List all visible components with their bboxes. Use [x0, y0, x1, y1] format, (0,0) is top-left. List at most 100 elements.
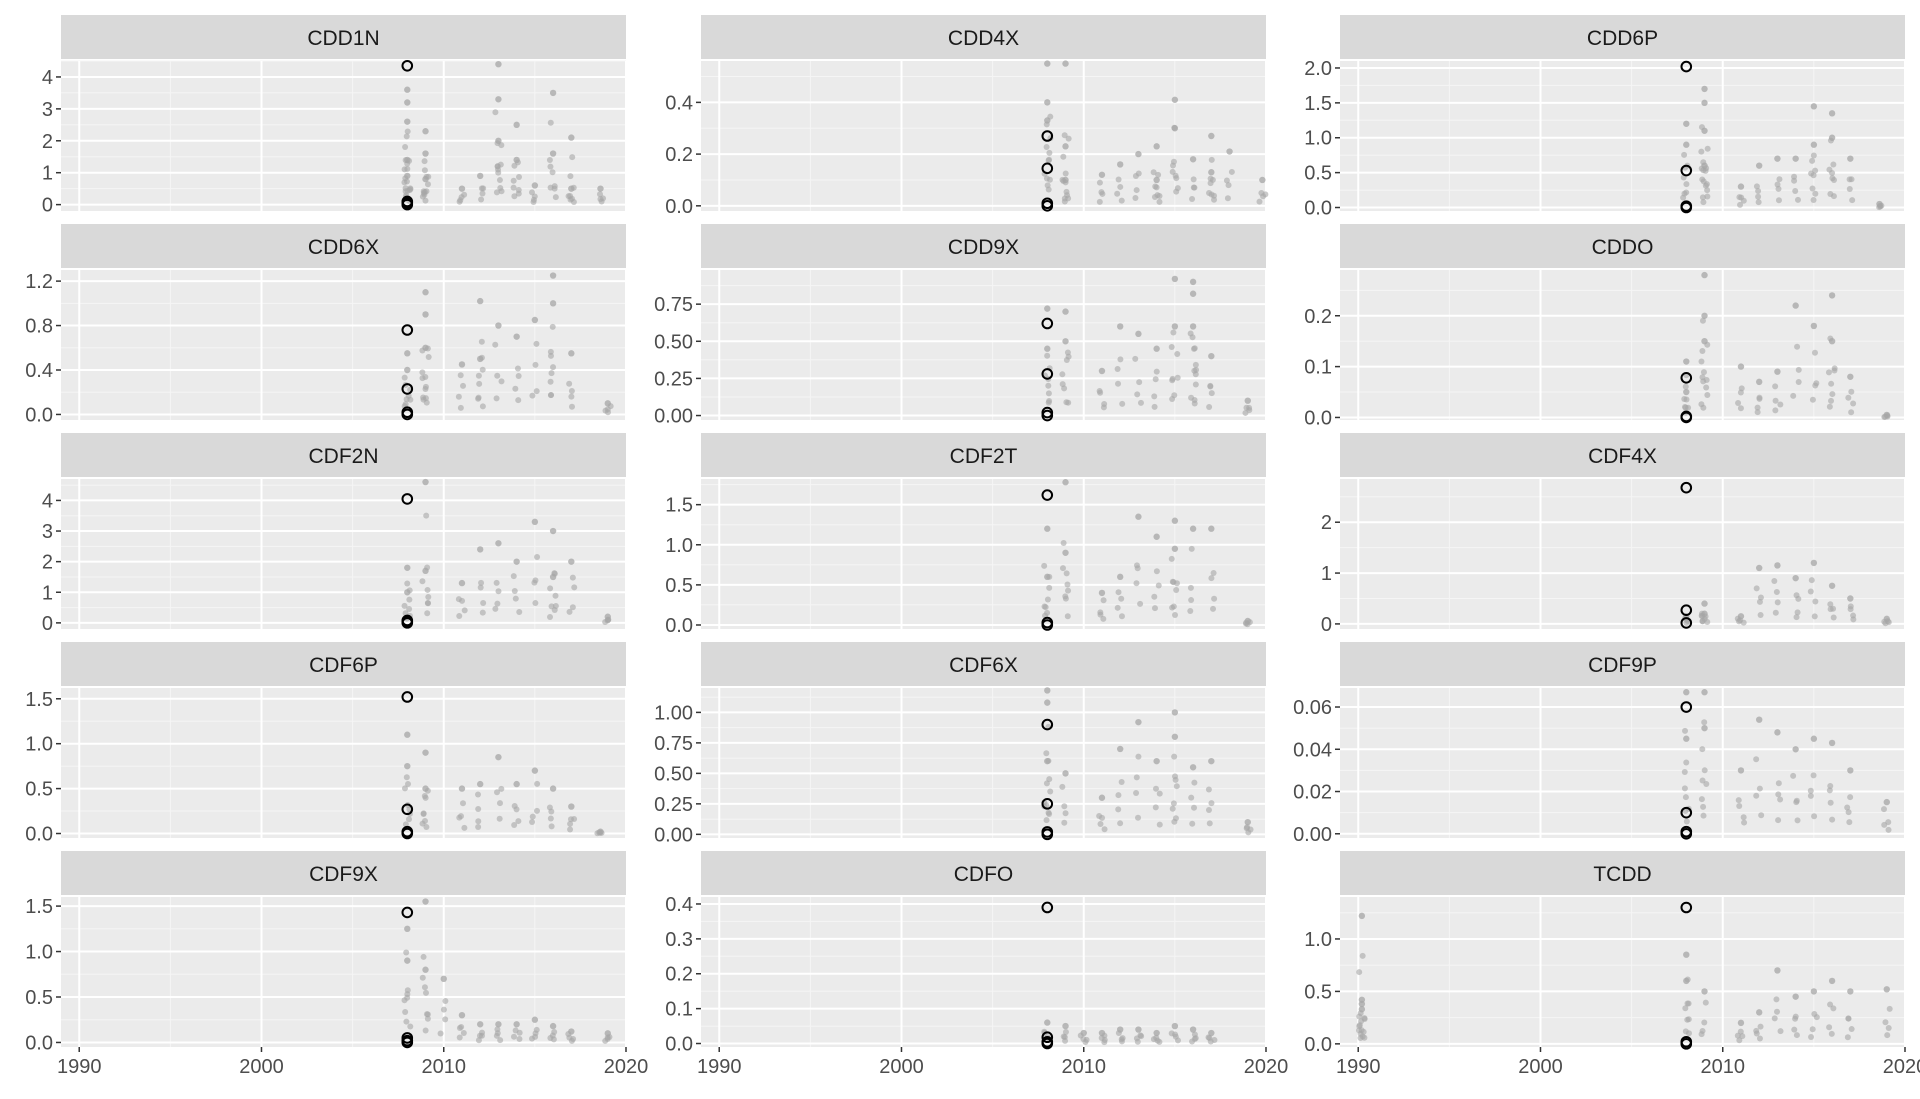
x-tick-label: 1990: [57, 1056, 102, 1078]
data-point: [479, 366, 486, 373]
data-point: [569, 574, 576, 581]
data-point: [1152, 785, 1159, 792]
data-point: [550, 364, 557, 371]
data-point: [1734, 1032, 1741, 1039]
data-point: [1170, 603, 1177, 610]
y-tick-label: 0.0: [1304, 407, 1332, 429]
data-point: [404, 780, 411, 787]
data-point: [1685, 1030, 1692, 1037]
data-point: [1741, 819, 1748, 826]
data-point: [494, 372, 501, 379]
data-point: [1192, 361, 1199, 368]
data-point: [1807, 792, 1814, 799]
data-point: [458, 1023, 465, 1030]
data-point: [510, 573, 517, 580]
data-point: [1189, 195, 1196, 202]
data-point: [424, 600, 431, 607]
data-point: [1773, 589, 1780, 596]
data-point: [478, 1032, 485, 1039]
data-point: [421, 167, 428, 174]
data-point: [1792, 187, 1799, 194]
y-tick-label: 0.4: [665, 92, 693, 114]
data-point: [422, 150, 429, 157]
data-point: [1828, 292, 1836, 299]
y-tick-label: 1.2: [25, 271, 53, 293]
data-point: [547, 613, 554, 620]
data-point: [1755, 193, 1762, 200]
data-point: [1115, 806, 1122, 813]
data-point: [1187, 608, 1194, 615]
data-point: [407, 1023, 414, 1030]
data-point: [1846, 819, 1853, 826]
data-point: [1704, 145, 1711, 152]
data-point: [1701, 1019, 1708, 1026]
data-point: [492, 605, 499, 612]
y-tick-label: 1.0: [25, 734, 53, 756]
data-point: [425, 593, 432, 600]
data-point: [547, 378, 554, 385]
data-point: [1755, 162, 1763, 169]
data-point: [476, 297, 484, 305]
data-point: [493, 579, 500, 586]
data-point: [568, 185, 575, 192]
data-point: [1043, 817, 1050, 824]
data-point: [458, 1011, 466, 1019]
y-tick-label: 0.25: [654, 794, 693, 816]
data-point: [1847, 767, 1854, 774]
y-tick-label: 1.00: [654, 702, 693, 724]
y-tick-label: 4: [42, 490, 53, 512]
data-point: [497, 185, 504, 192]
y-tick-label: 0.0: [25, 1032, 53, 1054]
data-point: [1208, 1029, 1215, 1037]
data-point: [1170, 800, 1177, 807]
data-point: [1208, 757, 1215, 765]
data-point: [1098, 589, 1106, 597]
data-point: [1792, 302, 1799, 309]
data-point: [1828, 1030, 1835, 1037]
data-point: [1189, 334, 1196, 341]
data-point: [552, 592, 559, 599]
data-point: [1170, 329, 1177, 336]
data-point: [1097, 611, 1104, 618]
data-point: [1699, 777, 1706, 784]
plot-area: [1340, 688, 1905, 838]
data-point: [1132, 355, 1139, 362]
data-point: [549, 300, 557, 307]
data-point: [1206, 404, 1213, 411]
data-point: [1208, 156, 1215, 163]
data-point: [1702, 182, 1709, 189]
data-point: [1753, 585, 1760, 592]
y-tick-label: 1.5: [25, 689, 53, 711]
data-point: [420, 953, 427, 960]
data-point: [1881, 821, 1888, 828]
data-point: [530, 198, 537, 205]
data-point: [1700, 199, 1707, 206]
highlighted-point: [1680, 201, 1693, 214]
data-point: [1791, 177, 1798, 184]
panel-cdf2t: CDF2T 0.0 0.5 1.0 1.5: [665, 433, 1267, 637]
data-point: [422, 374, 429, 381]
data-point: [442, 998, 449, 1005]
data-point: [1061, 803, 1068, 810]
data-point: [1096, 198, 1103, 205]
data-point: [568, 403, 575, 410]
panel-tcdd: TCDD 0.0 0.5 1.0 1990 2000 2010 2020: [1304, 851, 1920, 1078]
panel-cdf6x: CDF6X 0.00 0.25 0.50 0.75 1.00: [654, 642, 1267, 846]
data-point: [1153, 568, 1160, 575]
panel-strip: [61, 851, 626, 895]
data-point: [1168, 343, 1175, 350]
data-point: [1828, 380, 1835, 387]
data-point: [495, 588, 502, 595]
data-point: [1356, 1013, 1363, 1020]
data-point: [1774, 967, 1781, 974]
data-point: [419, 369, 426, 376]
data-point: [1808, 1034, 1815, 1041]
data-point: [1245, 829, 1252, 836]
data-point: [401, 166, 408, 173]
data-point: [514, 365, 521, 372]
panel-strip: [1340, 642, 1905, 686]
data-point: [1116, 323, 1124, 330]
data-point: [1259, 176, 1266, 184]
data-point: [1115, 176, 1122, 183]
data-point: [1190, 176, 1197, 183]
